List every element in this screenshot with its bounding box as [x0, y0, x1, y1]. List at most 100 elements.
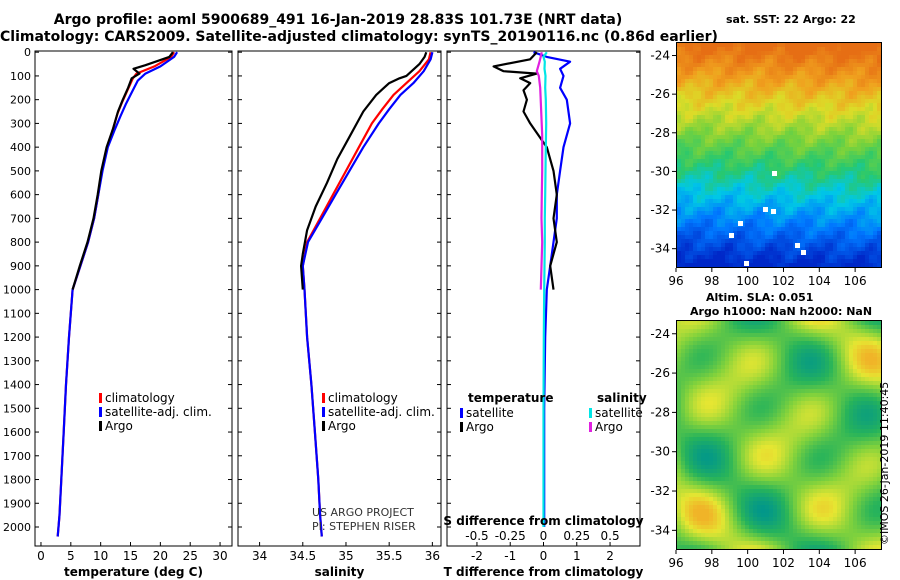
sst-cell	[861, 163, 865, 167]
sst-cell	[677, 227, 681, 231]
sla-cell	[809, 393, 813, 397]
sst-cell	[697, 79, 701, 83]
sla-cell	[749, 325, 753, 329]
sst-cell	[845, 187, 849, 191]
sla-cell	[677, 361, 681, 365]
sst-cell	[853, 87, 857, 91]
sla-cell	[785, 417, 789, 421]
sst-cell	[717, 203, 721, 207]
sst-cell	[745, 175, 749, 179]
sst-cell	[809, 259, 813, 263]
sla-cell	[781, 361, 785, 365]
sst-cell	[821, 171, 825, 175]
sst-cell	[877, 243, 881, 247]
sla-cell	[793, 365, 797, 369]
sst-cell	[789, 91, 793, 95]
sst-cell	[833, 75, 837, 79]
sst-cell	[733, 79, 737, 83]
sst-cell	[693, 103, 697, 107]
sla-cell	[749, 333, 753, 337]
sla-cell	[685, 417, 689, 421]
sla-cell	[849, 445, 853, 449]
sla-cell	[741, 425, 745, 429]
sst-cell	[873, 171, 877, 175]
sst-cell	[701, 215, 705, 219]
sst-cell	[813, 239, 817, 243]
sst-cell	[793, 223, 797, 227]
sla-cell	[849, 393, 853, 397]
sst-cell	[869, 191, 873, 195]
sla-cell	[769, 453, 773, 457]
sst-cell	[801, 75, 805, 79]
sst-cell	[685, 247, 689, 251]
sla-cell	[873, 357, 877, 361]
sst-cell	[697, 235, 701, 239]
sst-cell	[861, 203, 865, 207]
sst-cell	[857, 247, 861, 251]
sla-cell	[769, 381, 773, 385]
sst-cell	[725, 195, 729, 199]
sst-cell	[697, 55, 701, 59]
sst-cell	[717, 235, 721, 239]
sla-cell	[737, 333, 741, 337]
sla-cell	[865, 337, 869, 341]
sst-cell	[701, 235, 705, 239]
sst-cell	[841, 135, 845, 139]
sst-cell	[705, 119, 709, 123]
sla-cell	[701, 401, 705, 405]
sst-cell	[721, 171, 725, 175]
sla-cell	[817, 381, 821, 385]
sst-cell	[689, 167, 693, 171]
sla-cell	[769, 329, 773, 333]
sst-cell	[781, 163, 785, 167]
sst-cell	[721, 203, 725, 207]
sla-cell	[761, 365, 765, 369]
sla-cell	[697, 397, 701, 401]
sla-cell	[837, 385, 841, 389]
sla-cell	[865, 425, 869, 429]
sla-cell	[805, 409, 809, 413]
sst-cell	[713, 99, 717, 103]
sla-cell	[709, 421, 713, 425]
sla-cell	[813, 357, 817, 361]
sst-cell	[753, 103, 757, 107]
sst-cell	[837, 151, 841, 155]
sst-cell	[769, 59, 773, 63]
sst-cell	[729, 135, 733, 139]
sst-cell	[753, 131, 757, 135]
sla-cell	[733, 357, 737, 361]
sla-cell	[709, 369, 713, 373]
sla-cell	[701, 333, 705, 337]
sst-cell	[705, 191, 709, 195]
sla-cell	[717, 365, 721, 369]
sla-cell	[773, 433, 777, 437]
sst-cell	[873, 127, 877, 131]
sla-cell	[721, 321, 725, 325]
sst-cell	[833, 251, 837, 255]
sst-cell	[817, 91, 821, 95]
sla-cell	[693, 377, 697, 381]
sst-cell	[873, 263, 877, 267]
sst-cell	[845, 183, 849, 187]
sla-cell	[841, 445, 845, 449]
land-mask	[772, 171, 777, 176]
sst-cell	[797, 103, 801, 107]
sla-cell	[841, 385, 845, 389]
sla-cell	[845, 349, 849, 353]
sst-cell	[725, 71, 729, 75]
sst-cell	[765, 255, 769, 259]
sla-cell	[781, 381, 785, 385]
sst-cell	[769, 115, 773, 119]
sla-cell	[853, 397, 857, 401]
sst-cell	[793, 135, 797, 139]
sst-cell	[845, 215, 849, 219]
sst-cell	[821, 151, 825, 155]
sst-cell	[785, 191, 789, 195]
sst-cell	[813, 163, 817, 167]
sla-cell	[761, 445, 765, 449]
sst-cell	[841, 119, 845, 123]
sla-cell	[733, 445, 737, 449]
sst-cell	[853, 47, 857, 51]
sst-cell	[861, 123, 865, 127]
sst-cell	[821, 123, 825, 127]
